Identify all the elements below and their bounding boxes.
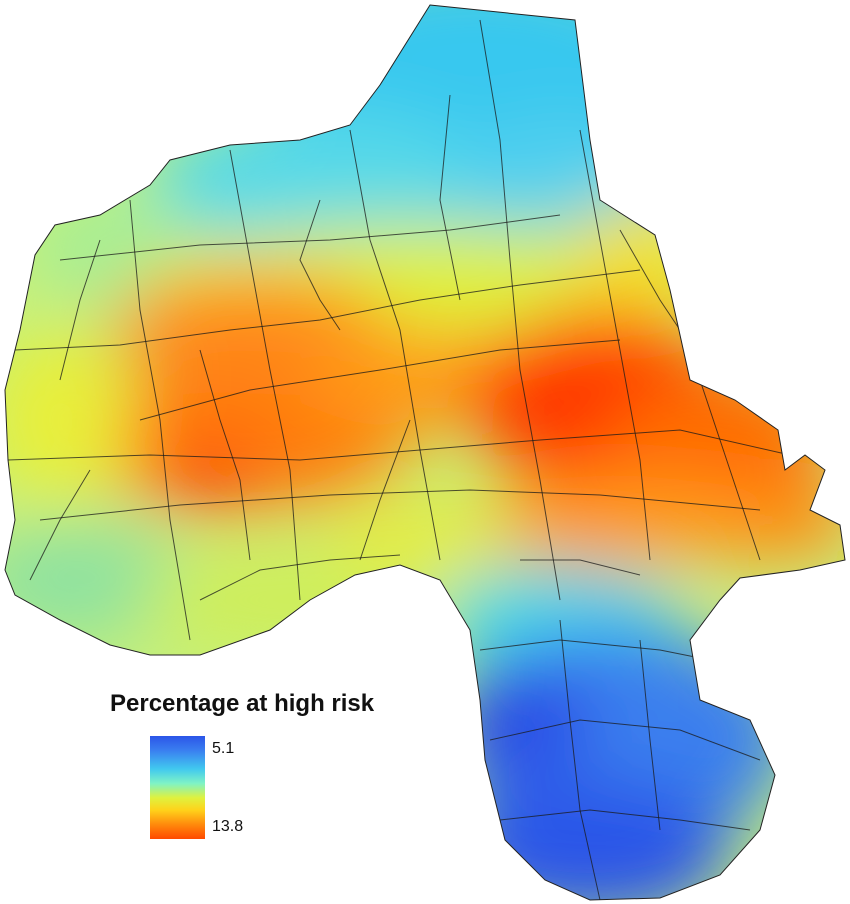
legend-color-ramp: [150, 736, 205, 839]
legend-title: Percentage at high risk: [110, 690, 375, 717]
region-outline: [4, 4, 846, 901]
legend-label-low: 5.1: [212, 740, 235, 757]
district-boundaries: [7, 19, 791, 900]
legend-label-high: 13.8: [212, 818, 244, 835]
